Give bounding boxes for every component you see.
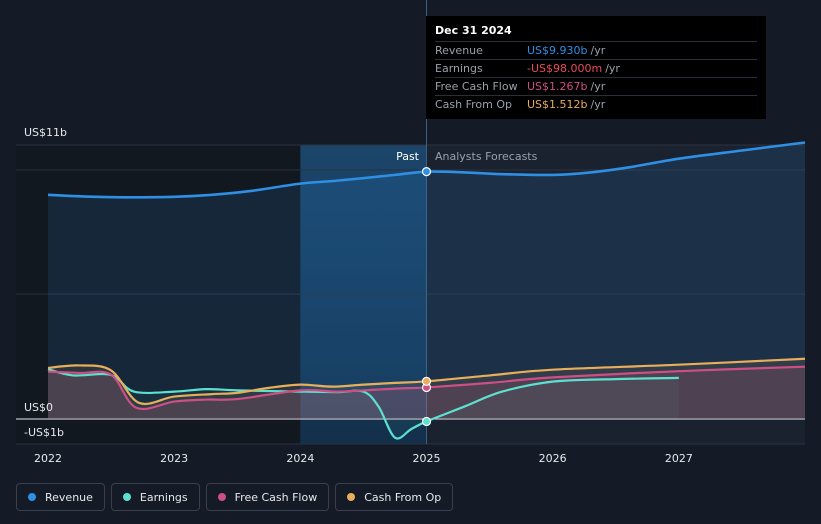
tooltip: Dec 31 2024 Revenue US$9.930b /yr Earnin… <box>426 16 766 119</box>
tooltip-row-cash-from-op: Cash From Op US$1.512b /yr <box>435 95 757 113</box>
tooltip-row-value: -US$98.000m <box>527 62 603 75</box>
tooltip-row-earnings: Earnings -US$98.000m /yr <box>435 59 757 77</box>
marker-layer <box>421 167 432 427</box>
grid-layer <box>16 0 805 445</box>
tooltip-row-name: Cash From Op <box>435 98 513 111</box>
revenue-marker <box>421 167 432 177</box>
tooltip-date: Dec 31 2024 <box>435 24 512 37</box>
x-tick-label: 2025 <box>413 452 441 465</box>
free-cash-flow-line <box>47 365 806 411</box>
tooltip-row-unit: /yr <box>605 62 620 75</box>
earnings-area <box>48 369 679 439</box>
line-layer <box>47 141 806 440</box>
tooltip-row-name: Free Cash Flow <box>435 80 518 93</box>
cash-from-op-marker <box>421 376 432 386</box>
legend-dot-icon <box>347 493 356 501</box>
tooltip-row-value: US$9.930b <box>527 44 588 57</box>
legend-label: Free Cash Flow <box>234 490 318 504</box>
legend-dot-icon <box>28 493 36 501</box>
legend-dot-icon <box>122 493 131 501</box>
legend-item-revenue[interactable]: Revenue <box>16 483 105 511</box>
x-tick-label: 2024 <box>286 452 314 465</box>
tooltip-row-unit: /yr <box>590 44 606 57</box>
tooltip-row-unit: /yr <box>590 98 606 111</box>
legend-item-cash-from-op[interactable]: Cash From Op <box>335 483 454 511</box>
past-label: Past <box>396 150 420 163</box>
legend-item-free-cash-flow[interactable]: Free Cash Flow <box>205 483 330 511</box>
earnings-line <box>47 368 679 440</box>
cash-from-op-line <box>47 357 806 405</box>
legend-dot-icon <box>217 493 226 501</box>
y-axis-top-label: US$11b <box>24 126 67 139</box>
tooltip-row-name: Earnings <box>435 62 483 75</box>
tooltip-row-revenue: Revenue US$9.930b /yr <box>435 41 757 59</box>
y-axis-zero-label: US$0 <box>24 401 53 414</box>
label-layer: US$11b US$0 -US$1b Past Analysts Forecas… <box>24 126 538 439</box>
tooltip-row-name: Revenue <box>435 44 483 57</box>
tooltip-row-unit: /yr <box>590 80 606 93</box>
tooltip-row-value: US$1.512b <box>527 98 588 111</box>
x-tick-label: 2022 <box>34 452 62 465</box>
revenue-line <box>47 141 806 199</box>
earnings-marker <box>421 416 432 427</box>
x-tick-label: 2027 <box>665 452 693 465</box>
tooltip-row-value: US$1.267b <box>527 80 588 93</box>
legend: Revenue Earnings Free Cash Flow Cash Fro… <box>16 483 454 511</box>
legend-label: Cash From Op <box>364 490 442 504</box>
y-axis-bottom-label: -US$1b <box>24 426 64 439</box>
legend-label: Earnings <box>139 490 188 504</box>
forecast-label: Analysts Forecasts <box>435 150 538 163</box>
x-tick-label: 2023 <box>160 452 188 465</box>
x-tick-label: 2026 <box>539 452 567 465</box>
legend-item-earnings[interactable]: Earnings <box>110 483 200 511</box>
revenue-area <box>48 142 805 419</box>
tooltip-row-free-cash-flow: Free Cash Flow US$1.267b /yr <box>435 77 757 95</box>
x-axis-ticks: 2022 2023 2024 2025 2026 2027 <box>34 452 693 465</box>
legend-label: Revenue <box>45 490 93 504</box>
